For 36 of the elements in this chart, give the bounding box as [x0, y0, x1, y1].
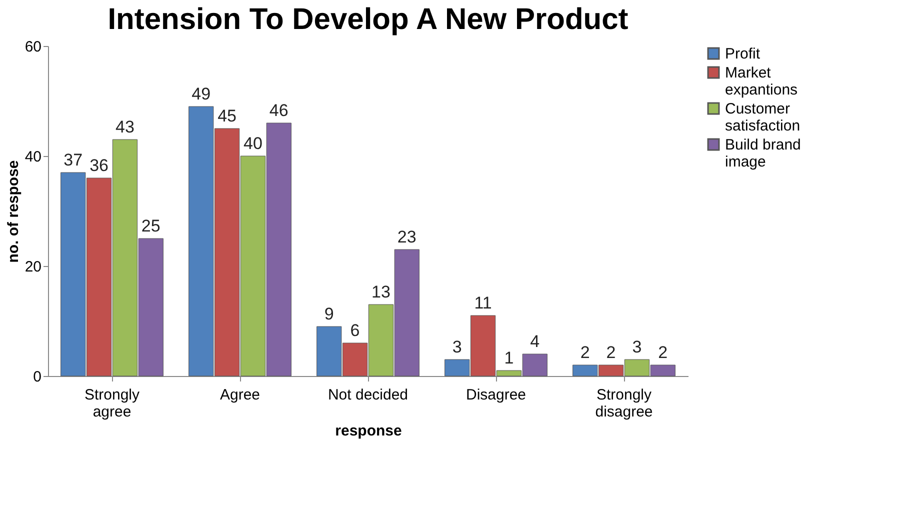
data-label: 43 [116, 118, 134, 136]
legend-label: Market expantions [725, 64, 798, 98]
x-axis-title: response [335, 422, 402, 440]
data-label: 46 [269, 101, 288, 120]
data-label: 1 [504, 348, 514, 368]
data-label: 49 [192, 84, 211, 104]
data-label: 2 [606, 343, 616, 362]
y-tick-label: 0 [33, 368, 42, 386]
chart-title: Intension To Develop A New Product [108, 3, 628, 36]
data-label: 25 [141, 216, 160, 236]
y-tick-label: 60 [24, 38, 42, 56]
data-label: 40 [244, 134, 262, 153]
x-tick-label: Strongly agree [84, 386, 140, 420]
data-label: 2 [580, 343, 590, 362]
y-tick-label: 40 [24, 148, 42, 166]
data-label: 45 [218, 106, 236, 126]
data-label: 6 [350, 321, 360, 340]
data-label: 36 [90, 156, 108, 175]
data-label: 4 [530, 332, 540, 351]
data-label: 37 [64, 150, 83, 170]
data-label: 9 [324, 304, 334, 324]
legend-label: Build brand image [725, 136, 801, 170]
y-axis-title: no. of respose [4, 160, 22, 263]
data-label: 13 [372, 282, 390, 302]
x-tick-label: Strongly disagree [595, 386, 653, 420]
data-label: 3 [632, 338, 642, 356]
legend-label: Profit [725, 46, 761, 62]
legend-label: Customer satisfaction [725, 100, 800, 134]
data-label: 23 [397, 228, 416, 246]
y-tick-label: 20 [24, 258, 42, 276]
x-tick-label: Disagree [466, 386, 526, 404]
data-label: 3 [452, 338, 462, 356]
data-label: 11 [474, 294, 492, 312]
x-tick-label: Agree [220, 386, 260, 404]
data-label: 2 [658, 343, 668, 362]
x-tick-label: Not decided [328, 386, 408, 404]
